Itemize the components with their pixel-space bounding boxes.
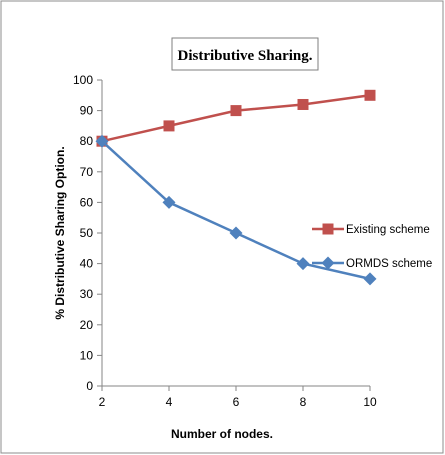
- legend-marker-ormds-scheme: [321, 256, 335, 270]
- legend-marker-existing-scheme: [322, 223, 334, 235]
- y-tick-label: 80: [80, 134, 94, 148]
- y-tick-label: 90: [80, 104, 94, 118]
- y-tick-label: 50: [80, 226, 94, 240]
- title-box: [171, 37, 319, 71]
- y-tick-label: 10: [80, 348, 94, 362]
- y-tick-label: 60: [80, 195, 94, 209]
- data-point-ormds-scheme: [162, 195, 176, 209]
- legend-label-ormds-scheme: ORMDS scheme: [346, 258, 432, 270]
- y-tick-label: 20: [80, 318, 94, 332]
- data-point-ormds-scheme: [363, 272, 377, 286]
- y-axis-title: % Distributive Sharing Option.: [53, 146, 67, 319]
- x-tick-label: 2: [99, 395, 106, 409]
- x-tick-label: 10: [363, 395, 377, 409]
- x-axis-title: Number of nodes.: [171, 427, 273, 441]
- data-point-ormds-scheme: [296, 257, 310, 271]
- y-tick-label: 70: [80, 165, 94, 179]
- chart-title: Distributive Sharing.: [177, 48, 312, 64]
- data-point-existing-scheme: [163, 120, 175, 132]
- data-point-existing-scheme: [297, 98, 309, 110]
- y-tick-label: 40: [80, 257, 94, 271]
- y-tick-label: 100: [73, 73, 93, 87]
- data-point-existing-scheme: [230, 105, 242, 117]
- data-point-ormds-scheme: [229, 226, 243, 240]
- y-tick-label: 0: [86, 379, 93, 393]
- y-ticks: 0 10 20 30 40 50 60 70 80 90 100: [73, 73, 102, 393]
- x-tick-label: 6: [233, 395, 240, 409]
- legend-label-existing-scheme: Existing scheme: [346, 224, 430, 236]
- data-point-ormds-scheme: [95, 134, 109, 148]
- x-ticks: 2 4 6 8 10: [99, 386, 377, 409]
- data-point-existing-scheme: [364, 89, 376, 101]
- y-tick-label: 30: [80, 287, 94, 301]
- series-layer: [95, 89, 377, 286]
- x-tick-label: 8: [300, 395, 307, 409]
- legend: Existing scheme ORMDS scheme: [312, 223, 432, 270]
- x-tick-label: 4: [166, 395, 173, 409]
